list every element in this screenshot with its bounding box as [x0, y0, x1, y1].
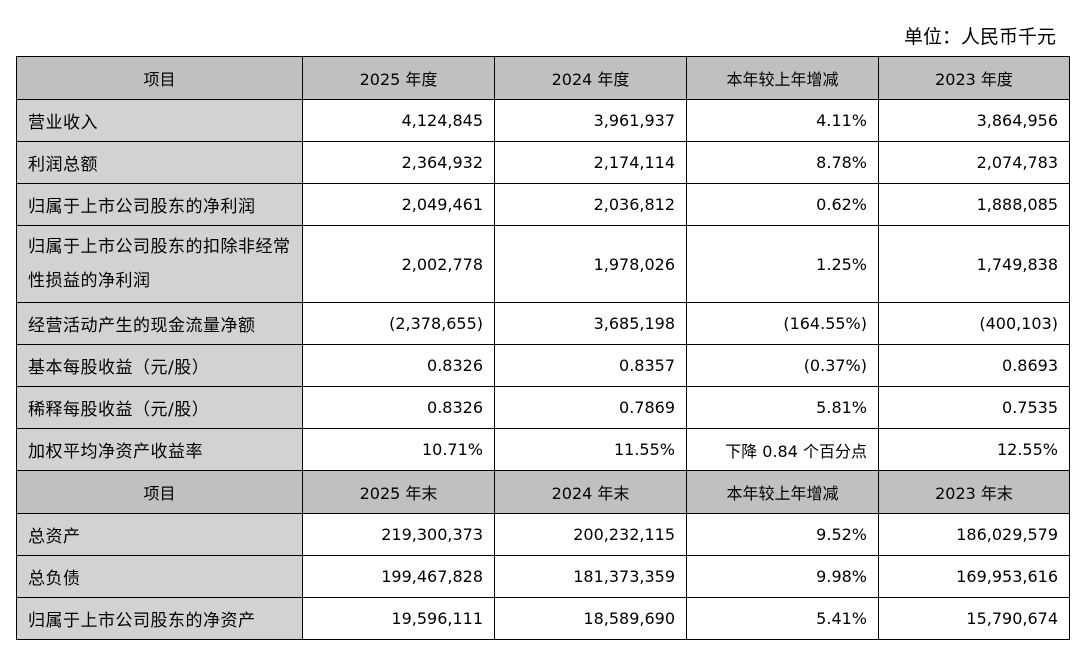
cell-change: 1.25% — [686, 225, 879, 303]
cell-2025: (2,378,655) — [302, 302, 495, 345]
cell-change: (0.37%) — [686, 344, 879, 387]
cell-2024: 200,232,115 — [494, 513, 687, 556]
cell-2023: 2,074,783 — [878, 141, 1070, 184]
table-row: 稀释每股收益（元/股） 0.8326 0.7869 5.81% 0.7535 — [16, 386, 1070, 429]
header-2024: 2024 年度 — [494, 56, 687, 100]
row-label: 经营活动产生的现金流量净额 — [16, 302, 303, 345]
cell-2024: 2,036,812 — [494, 183, 687, 226]
financial-summary-table: 项目 2025 年度 2024 年度 本年较上年增减 2023 年度 营业收入 … — [16, 56, 1070, 640]
cell-2025: 4,124,845 — [302, 99, 495, 142]
cell-2025: 219,300,373 — [302, 513, 495, 556]
cell-2023: 1,749,838 — [878, 225, 1070, 303]
header-2025: 2025 年度 — [302, 56, 495, 100]
table-row: 营业收入 4,124,845 3,961,937 4.11% 3,864,956 — [16, 99, 1070, 142]
cell-change: 5.41% — [686, 597, 879, 640]
unit-label: 单位：人民币千元 — [903, 26, 1056, 48]
row-label: 基本每股收益（元/股） — [16, 344, 303, 387]
cell-change: (164.55%) — [686, 302, 879, 345]
cell-2023: 12.55% — [878, 428, 1070, 471]
cell-2025: 2,002,778 — [302, 225, 495, 303]
cell-change: 9.52% — [686, 513, 879, 556]
header-item: 项目 — [16, 470, 303, 514]
table-row: 总负债 199,467,828 181,373,359 9.98% 169,95… — [16, 555, 1070, 598]
cell-2024: 0.7869 — [494, 386, 687, 429]
header-2024-end: 2024 年末 — [494, 470, 687, 514]
cell-2024: 0.8357 — [494, 344, 687, 387]
cell-2023: 1,888,085 — [878, 183, 1070, 226]
row-label: 归属于上市公司股东的扣除非经常性损益的净利润 — [16, 225, 303, 303]
header-change: 本年较上年增减 — [686, 470, 879, 514]
cell-2023: 0.7535 — [878, 386, 1070, 429]
cell-2024: 181,373,359 — [494, 555, 687, 598]
header-2023: 2023 年度 — [878, 56, 1070, 100]
header-row-period: 项目 2025 年度 2024 年度 本年较上年增减 2023 年度 — [16, 56, 1070, 100]
row-label: 稀释每股收益（元/股） — [16, 386, 303, 429]
header-change: 本年较上年增减 — [686, 56, 879, 100]
cell-2023: 0.8693 — [878, 344, 1070, 387]
row-label: 加权平均净资产收益率 — [16, 428, 303, 471]
cell-2024: 1,978,026 — [494, 225, 687, 303]
cell-change: 0.62% — [686, 183, 879, 226]
row-label-text: 归属于上市公司股东的扣除非经常性损益的净利润 — [28, 237, 291, 291]
row-label: 总负债 — [16, 555, 303, 598]
cell-2023: 169,953,616 — [878, 555, 1070, 598]
cell-2024: 3,685,198 — [494, 302, 687, 345]
cell-2023: 186,029,579 — [878, 513, 1070, 556]
cell-2025: 0.8326 — [302, 344, 495, 387]
cell-2024: 3,961,937 — [494, 99, 687, 142]
cell-2025: 19,596,111 — [302, 597, 495, 640]
table-row: 经营活动产生的现金流量净额 (2,378,655) 3,685,198 (164… — [16, 302, 1070, 345]
cell-2023: 3,864,956 — [878, 99, 1070, 142]
header-row-year-end: 项目 2025 年末 2024 年末 本年较上年增减 2023 年末 — [16, 470, 1070, 514]
cell-2025: 10.71% — [302, 428, 495, 471]
row-label: 归属于上市公司股东的净利润 — [16, 183, 303, 226]
table-row: 加权平均净资产收益率 10.71% 11.55% 下降 0.84 个百分点 12… — [16, 428, 1070, 471]
table-row: 基本每股收益（元/股） 0.8326 0.8357 (0.37%) 0.8693 — [16, 344, 1070, 387]
header-2025-end: 2025 年末 — [302, 470, 495, 514]
table-row: 归属于上市公司股东的扣除非经常性损益的净利润 2,002,778 1,978,0… — [16, 225, 1070, 303]
cell-2024: 11.55% — [494, 428, 687, 471]
row-label: 总资产 — [16, 513, 303, 556]
cell-2025: 2,364,932 — [302, 141, 495, 184]
cell-2023: (400,103) — [878, 302, 1070, 345]
cell-2025: 0.8326 — [302, 386, 495, 429]
cell-2025: 199,467,828 — [302, 555, 495, 598]
table-row: 利润总额 2,364,932 2,174,114 8.78% 2,074,783 — [16, 141, 1070, 184]
row-label: 利润总额 — [16, 141, 303, 184]
cell-change: 9.98% — [686, 555, 879, 598]
row-label: 营业收入 — [16, 99, 303, 142]
table-row: 归属于上市公司股东的净资产 19,596,111 18,589,690 5.41… — [16, 597, 1070, 640]
header-item: 项目 — [16, 56, 303, 100]
cell-change: 下降 0.84 个百分点 — [686, 428, 879, 471]
header-2023-end: 2023 年末 — [878, 470, 1070, 514]
table-row: 归属于上市公司股东的净利润 2,049,461 2,036,812 0.62% … — [16, 183, 1070, 226]
cell-2024: 2,174,114 — [494, 141, 687, 184]
cell-2025: 2,049,461 — [302, 183, 495, 226]
cell-change: 4.11% — [686, 99, 879, 142]
table-row: 总资产 219,300,373 200,232,115 9.52% 186,02… — [16, 513, 1070, 556]
cell-change: 8.78% — [686, 141, 879, 184]
cell-2024: 18,589,690 — [494, 597, 687, 640]
cell-2023: 15,790,674 — [878, 597, 1070, 640]
cell-change: 5.81% — [686, 386, 879, 429]
row-label: 归属于上市公司股东的净资产 — [16, 597, 303, 640]
